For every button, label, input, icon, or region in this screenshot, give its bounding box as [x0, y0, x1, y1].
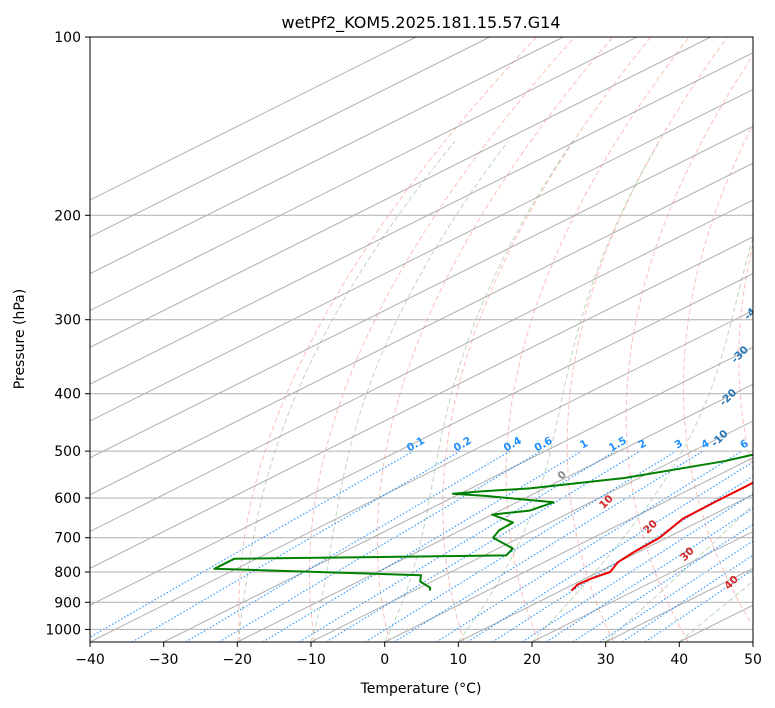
isotherm [90, 236, 753, 569]
mixing-ratio-label: 1 [578, 437, 590, 451]
isotherm-label: -40 [742, 301, 764, 323]
mixing-ratio-line [298, 450, 616, 642]
mixing-ratio-line [325, 450, 641, 642]
isotherm [163, 346, 753, 642]
isotherm [90, 199, 753, 533]
mixing-ratio-line [599, 540, 753, 642]
mixing-ratio-line [90, 450, 414, 639]
mixing-ratio-label: 8 [767, 437, 775, 451]
isotherm-label: -50 [753, 258, 775, 280]
x-tick-label: −40 [75, 652, 105, 668]
isotherm [90, 88, 753, 422]
mixing-ratio-label: 2 [636, 437, 648, 451]
mixing-ratio-line [467, 461, 753, 642]
moist-adiabat-label: 10 [597, 493, 616, 512]
y-tick-label: 800 [54, 565, 81, 581]
isotherm [384, 457, 753, 642]
x-tick-label: 0 [380, 652, 389, 668]
y-tick-label: 700 [54, 531, 81, 547]
isotherm [237, 383, 753, 642]
mixing-ratio-line [262, 450, 582, 642]
mixing-ratio-line [572, 523, 753, 642]
mixing-ratio-line [644, 568, 753, 642]
moist-adiabat [457, 141, 661, 642]
x-tick-label: −10 [296, 652, 326, 668]
isotherm [90, 125, 753, 459]
x-axis: −40 −30 −20 −10 0 10 20 30 40 50 [75, 642, 762, 668]
mixing-ratio-line [545, 507, 753, 642]
isotherm [90, 37, 490, 238]
mixing-ratio-line [436, 450, 743, 642]
x-tick-label: 20 [523, 652, 541, 668]
temperature-profile [570, 481, 753, 592]
mixing-ratio-line [393, 450, 704, 642]
mixing-ratio-label: 3 [673, 437, 685, 451]
y-tick-label: 1000 [45, 622, 81, 638]
y-tick-label: 100 [54, 30, 81, 46]
y-tick-label: 500 [54, 444, 81, 460]
dry-adiabat [376, 37, 614, 642]
plot-frame [89, 36, 754, 643]
mixing-ratio-line [364, 450, 677, 642]
y-axis-label: Pressure (hPa) [12, 289, 28, 389]
x-tick-label: 30 [597, 652, 615, 668]
dry-adiabat [738, 241, 753, 473]
moist-adiabat [310, 141, 509, 642]
y-tick-label: 300 [54, 313, 81, 329]
isotherm-label: -30 [729, 344, 751, 366]
x-tick-label: 50 [744, 652, 762, 668]
x-axis-label: Temperature (°C) [360, 681, 482, 697]
dewpoint-profile [213, 453, 753, 591]
dry-adiabat [442, 37, 652, 642]
isotherm [90, 37, 638, 312]
isotherm [90, 162, 753, 496]
mixing-ratio-line [491, 475, 753, 642]
y-tick-label: 400 [54, 387, 81, 403]
mixing-ratio-line [185, 450, 511, 642]
mixing-ratio-line [622, 554, 753, 642]
dry-adiabat [308, 37, 575, 642]
mixing-ratio-line [521, 493, 753, 642]
moist-adiabat-label: 20 [641, 518, 660, 537]
isotherm [310, 420, 753, 642]
isotherm [90, 309, 753, 642]
y-axis: 100 200 300 400 500 600 700 800 900 1000 [45, 30, 90, 638]
x-tick-label: 40 [670, 652, 688, 668]
isotherm [531, 530, 753, 642]
dry-adiabat [505, 37, 690, 642]
x-tick-label: −20 [223, 652, 253, 668]
isotherm [90, 37, 564, 275]
mixing-ratio-label: 6 [738, 437, 750, 451]
y-tick-label: 900 [54, 595, 81, 611]
x-tick-label: 10 [449, 652, 467, 668]
y-tick-label: 600 [54, 491, 81, 507]
isotherm [90, 37, 417, 201]
isotherm-label: -10 [709, 428, 731, 450]
isotherm-label: -60 [766, 215, 775, 237]
chart-title: wetPf2_KOM5.2025.181.15.57.G14 [281, 13, 560, 33]
y-tick-label: 200 [54, 208, 81, 224]
line-labels: 0.10.20.40.611.52346810131620253036-100-… [405, 215, 775, 592]
isotherm [90, 273, 753, 606]
isotherm [90, 52, 753, 385]
profile-series [213, 453, 753, 592]
isotherm [458, 494, 753, 642]
isotherm [90, 37, 711, 348]
dry-adiabat [682, 123, 753, 628]
moist-adiabat [384, 141, 574, 642]
mixing-ratio-line [218, 450, 542, 642]
isotherm-label: -20 [717, 387, 739, 409]
dry-adiabat [238, 37, 537, 642]
isotherm [752, 641, 753, 642]
mixing-ratio-line [131, 450, 461, 642]
x-tick-label: −30 [149, 652, 179, 668]
background-lines [90, 37, 753, 642]
dry-adiabat [566, 37, 728, 642]
moist-adiabat [605, 504, 753, 642]
